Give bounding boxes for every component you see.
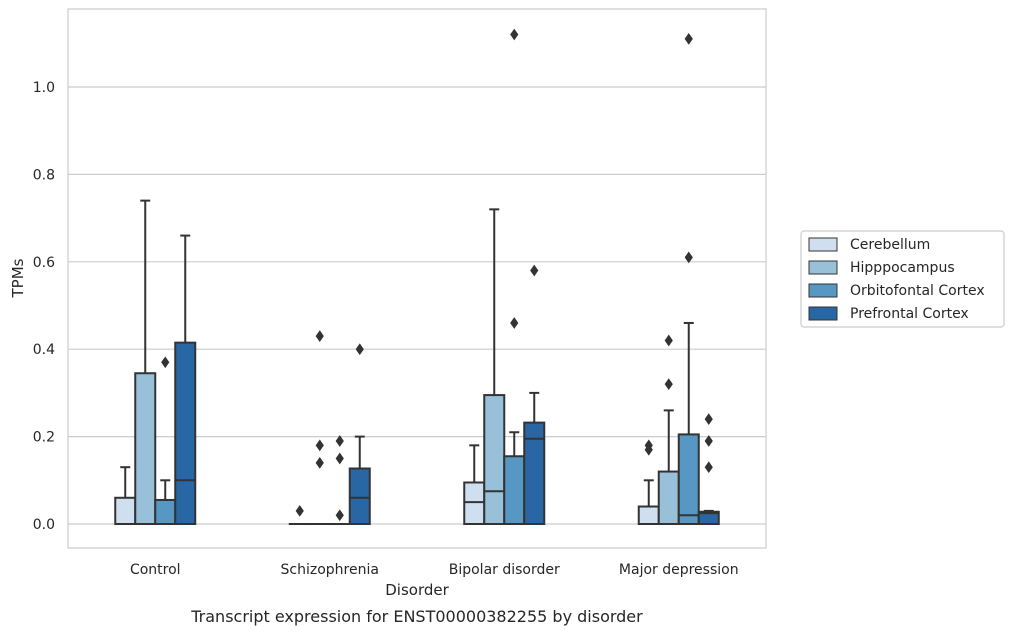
legend-label: Prefrontal Cortex xyxy=(850,306,969,322)
legend-label: Orbitofontal Cortex xyxy=(850,283,985,299)
y-axis-ticks: 0.0 0.2 0.4 0.6 0.8 1.0 xyxy=(33,80,55,533)
box-0-2 xyxy=(154,356,177,525)
box-body xyxy=(657,470,680,525)
figure-caption: Transcript expression for ENST0000038225… xyxy=(190,607,643,626)
box-0-3 xyxy=(174,234,197,525)
box-body xyxy=(114,496,137,525)
box-2-1 xyxy=(483,208,506,525)
outlier-point xyxy=(335,452,344,465)
y-tick-label: 1.0 xyxy=(33,80,55,96)
outlier-point xyxy=(315,439,324,452)
box-body xyxy=(523,421,546,525)
legend-swatch xyxy=(808,306,838,321)
y-axis-title: TPMs xyxy=(9,258,27,298)
box-body xyxy=(348,467,371,526)
box-body xyxy=(697,510,720,526)
box-body xyxy=(637,505,660,525)
box-2-3 xyxy=(523,264,546,525)
y-tick-label: 0.2 xyxy=(33,430,55,446)
outlier-point xyxy=(644,439,653,452)
legend-label: Hipppocampus xyxy=(850,260,955,276)
y-tick-label: 0.0 xyxy=(33,517,55,533)
box-0-1 xyxy=(134,199,157,525)
box-3-2 xyxy=(677,33,700,526)
legend-swatch xyxy=(808,260,838,275)
box-2-0 xyxy=(463,444,486,525)
legend-frame xyxy=(800,230,1005,328)
x-axis-ticks: Control Schizophrenia Bipolar disorder Majo… xyxy=(130,562,739,578)
box-body xyxy=(134,372,157,525)
box-1-1 xyxy=(308,330,331,526)
box-2-2 xyxy=(503,28,526,526)
x-axis-title: Disorder xyxy=(385,581,449,599)
outlier-point xyxy=(161,356,170,369)
outlier-point xyxy=(295,505,304,517)
outlier-point xyxy=(704,461,713,474)
box-body xyxy=(677,433,700,526)
legend-label: Cerebellum xyxy=(850,237,930,253)
plot-area-frame xyxy=(67,8,767,549)
box-body xyxy=(154,498,177,525)
outlier-point xyxy=(315,330,324,342)
box-body xyxy=(463,481,486,525)
outlier-point xyxy=(684,33,693,45)
legend-swatch xyxy=(808,283,838,298)
box-1-2 xyxy=(328,435,351,526)
legend: Cerebellum Hipppocampus Orbitofontal Corte… xyxy=(800,230,1005,328)
x-tick-label: Major depression xyxy=(619,562,739,578)
box-1-0 xyxy=(288,505,311,526)
outlier-point xyxy=(704,435,713,447)
legend-swatch xyxy=(808,237,838,252)
outlier-point xyxy=(335,435,344,447)
y-tick-label: 0.8 xyxy=(33,167,55,183)
outlier-point xyxy=(510,317,519,329)
x-tick-label: Control xyxy=(130,562,181,578)
outlier-point xyxy=(530,264,539,277)
box-groups xyxy=(114,28,720,526)
outlier-point xyxy=(315,456,324,469)
box-body xyxy=(483,394,506,525)
box-3-3 xyxy=(697,413,720,526)
x-tick-label: Bipolar disorder xyxy=(449,562,560,578)
box-0-0 xyxy=(114,466,137,525)
outlier-point xyxy=(664,334,673,347)
outlier-point xyxy=(664,378,673,391)
outlier-point xyxy=(355,343,364,356)
x-tick-label: Schizophrenia xyxy=(281,562,379,578)
box-1-3 xyxy=(348,343,371,526)
outlier-point xyxy=(704,413,713,425)
box-body xyxy=(503,455,526,526)
outlier-point xyxy=(684,251,693,264)
outlier-point xyxy=(510,28,519,41)
box-body xyxy=(174,341,197,525)
box-3-0 xyxy=(637,439,660,525)
y-tick-label: 0.4 xyxy=(33,342,55,358)
y-tick-label: 0.6 xyxy=(33,255,55,271)
box-3-1 xyxy=(657,334,680,525)
outlier-point xyxy=(335,509,344,522)
